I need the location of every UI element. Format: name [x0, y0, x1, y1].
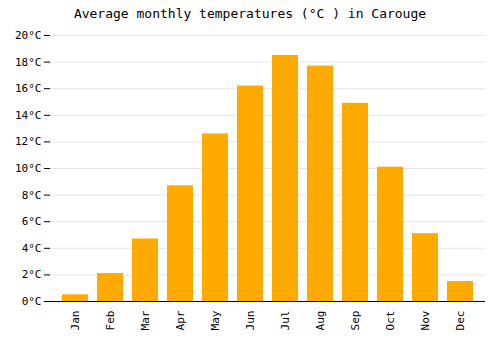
svg-text:Apr: Apr: [174, 310, 187, 330]
svg-text:May: May: [209, 310, 222, 330]
svg-text:Jan: Jan: [69, 311, 82, 331]
svg-text:6°C: 6°C: [22, 215, 42, 228]
html-text:Average monthly temperatures (: Average monthly temperatures (°C ) in Ca…: [73, 6, 427, 21]
svg-text:Jun: Jun: [244, 311, 257, 331]
svg-text:14°C: 14°C: [15, 109, 42, 122]
svg-text:20°C: 20°C: [15, 29, 42, 42]
svg-text:Nov: Nov: [419, 310, 432, 330]
svg-text:16°C: 16°C: [15, 82, 42, 95]
svg-text:Jul: Jul: [279, 311, 292, 331]
svg-text:Feb: Feb: [104, 311, 117, 331]
svg-text:Aug: Aug: [314, 311, 327, 331]
svg-text:Sep: Sep: [349, 311, 362, 331]
svg-text:18°C: 18°C: [15, 56, 42, 69]
svg-text:8°C: 8°C: [22, 189, 42, 202]
svg-text:4°C: 4°C: [22, 242, 42, 255]
svg-text:Mar: Mar: [139, 310, 152, 330]
svg-text:10°C: 10°C: [15, 162, 42, 175]
svg-text:2°C: 2°C: [22, 268, 42, 281]
svg-text:12°C: 12°C: [15, 135, 42, 148]
svg-text:Oct: Oct: [384, 311, 397, 331]
svg-text:Dec: Dec: [454, 311, 467, 331]
svg-text:0°C: 0°C: [22, 295, 42, 308]
